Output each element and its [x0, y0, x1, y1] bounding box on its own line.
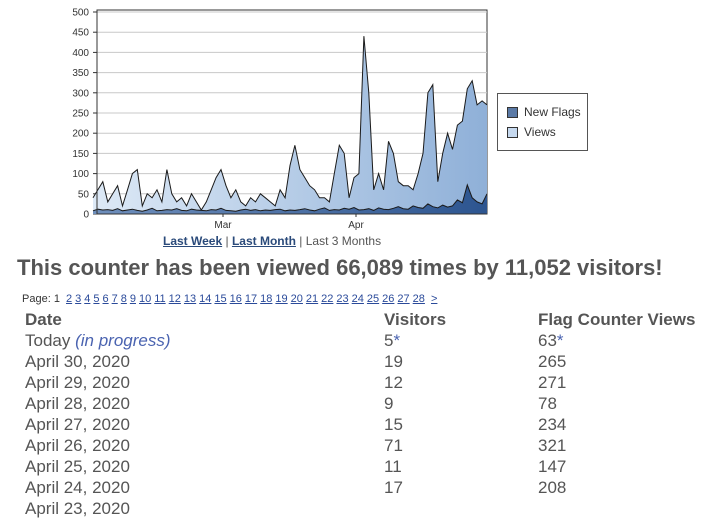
views-cell: 78: [538, 394, 557, 413]
date-cell: April 29, 2020: [25, 373, 130, 392]
views-cell: 208: [538, 478, 567, 497]
pagination-page-link[interactable]: 12: [168, 293, 181, 305]
pagination: Page: 1 2 3 4 5 6 7 8 9 10 11 12 13 14 15 16 17 18 19 20 21…: [22, 293, 440, 305]
y-tick-label: 150: [72, 149, 89, 160]
pagination-label: Page:: [22, 293, 51, 305]
legend-swatch-views: [507, 126, 518, 138]
pagination-page-link[interactable]: 4: [84, 293, 91, 305]
range-separator: |: [222, 234, 232, 248]
y-tick-label: 300: [72, 88, 89, 99]
range-separator: |: [295, 234, 306, 248]
visitors-cell: 11: [384, 457, 402, 476]
pagination-page-link[interactable]: 27: [397, 293, 410, 305]
series-line-views: [92, 36, 488, 211]
views-cell: 147: [538, 457, 567, 476]
traffic-chart-svg: 0 50 100 150 200 250 300 350 400 450 500 Mar Apr: [72, 8, 488, 231]
y-tick-label: 500: [72, 8, 89, 19]
pagination-page-link[interactable]: 15: [214, 293, 227, 305]
today-views-star: *: [556, 331, 564, 350]
views-cell: 265: [538, 352, 567, 371]
pagination-next-link[interactable]: >: [430, 293, 438, 305]
pagination-current: 1: [53, 293, 60, 305]
views-cell: 321: [538, 436, 567, 455]
pagination-page-link[interactable]: 17: [244, 293, 258, 305]
visitors-cell: 9: [384, 394, 394, 413]
date-cell: April 23, 2020: [25, 499, 130, 518]
legend-label-new-flags: New Flags: [524, 105, 581, 119]
y-tick-label: 50: [78, 189, 90, 200]
series-line-new-flags: [92, 183, 488, 212]
column-header-date: Date: [25, 310, 62, 329]
pagination-page-link[interactable]: 10: [139, 293, 152, 305]
y-tick-label: 0: [83, 210, 89, 221]
pagination-page-link[interactable]: 3: [75, 293, 82, 305]
page-headline: This counter has been viewed 66,089 time…: [17, 255, 663, 280]
visitors-cell: 12: [384, 373, 403, 392]
visitors-cell: 17: [384, 478, 403, 497]
views-cell: 234: [538, 415, 567, 434]
pagination-page-link[interactable]: 25: [366, 293, 380, 305]
pagination-page-link[interactable]: 11: [154, 293, 166, 305]
pagination-page-link[interactable]: 22: [321, 293, 334, 305]
views-cell: 271: [538, 373, 567, 392]
today-label: Today: [25, 331, 71, 350]
pagination-page-link[interactable]: 20: [290, 293, 303, 305]
today-views-cell: 63*: [538, 331, 564, 351]
y-tick-label: 450: [72, 28, 89, 39]
date-cell: April 25, 2020: [25, 457, 130, 476]
in-progress-label: (in progress): [75, 331, 171, 350]
series-area-views: [93, 36, 487, 215]
y-tick-label: 200: [72, 129, 89, 140]
pagination-page-link[interactable]: 26: [382, 293, 395, 305]
x-tick-label: Mar: [214, 220, 232, 231]
pagination-links: 2 3 4 5 6 7 8 9 10 11 12 13 14 15 16 17 18 19 20 21 22 23 24 25…: [66, 293, 428, 305]
last-3-months-label: Last 3 Months: [305, 234, 382, 248]
pagination-page-link[interactable]: 8: [120, 293, 127, 305]
visitors-cell: 71: [384, 436, 403, 455]
pagination-page-link[interactable]: 21: [305, 293, 319, 305]
date-cell: April 24, 2020: [25, 478, 130, 497]
today-views: 63: [538, 331, 557, 350]
x-tick-label: Apr: [348, 220, 364, 231]
today-date-cell: Today (in progress): [25, 331, 171, 351]
pagination-page-link[interactable]: 9: [129, 293, 136, 305]
legend-item-new-flags: New Flags: [507, 105, 581, 119]
column-header-visitors: Visitors: [384, 310, 447, 329]
pagination-page-link[interactable]: 16: [229, 293, 242, 305]
pagination-page-link[interactable]: 24: [351, 293, 364, 305]
legend-label-views: Views: [524, 125, 556, 139]
visitors-cell: 15: [384, 415, 403, 434]
pagination-page-link[interactable]: 2: [66, 293, 73, 305]
last-month-link[interactable]: Last Month: [231, 234, 296, 248]
legend-item-views: Views: [507, 125, 556, 139]
legend-swatch-new-flags: [507, 106, 518, 118]
pagination-page-link[interactable]: 14: [199, 293, 212, 305]
y-tick-label: 350: [72, 68, 89, 79]
last-week-link[interactable]: Last Week: [163, 234, 223, 248]
today-visitors-star: *: [393, 331, 401, 350]
pagination-page-link[interactable]: 5: [93, 293, 100, 305]
date-cell: April 27, 2020: [25, 415, 130, 434]
range-selector: Last Week | Last Month | Last 3 Months: [163, 234, 381, 248]
pagination-page-link[interactable]: 13: [183, 293, 197, 305]
today-visitors-cell: 5*: [384, 331, 400, 351]
y-tick-label: 100: [72, 169, 89, 180]
date-cell: April 28, 2020: [25, 394, 130, 413]
date-cell: April 30, 2020: [25, 352, 130, 371]
pagination-page-link[interactable]: 7: [111, 293, 118, 305]
date-cell: April 26, 2020: [25, 436, 130, 455]
visitors-cell: 19: [384, 352, 403, 371]
pagination-page-link[interactable]: 19: [275, 293, 288, 305]
pagination-page-link[interactable]: 28: [412, 293, 425, 305]
column-header-views: Flag Counter Views: [538, 310, 696, 329]
chart-legend: New Flags Views: [497, 93, 588, 151]
pagination-page-link[interactable]: 6: [102, 293, 109, 305]
pagination-page-link[interactable]: 18: [260, 293, 273, 305]
pagination-page-link[interactable]: 23: [336, 293, 349, 305]
y-tick-label: 400: [72, 48, 89, 59]
series-area-new-flags: [93, 184, 487, 214]
traffic-chart: 0 50 100 150 200 250 300 350 400 450 500 Mar Apr New…: [0, 0, 717, 232]
y-tick-label: 250: [72, 109, 89, 120]
today-visitors: 5: [384, 331, 394, 350]
